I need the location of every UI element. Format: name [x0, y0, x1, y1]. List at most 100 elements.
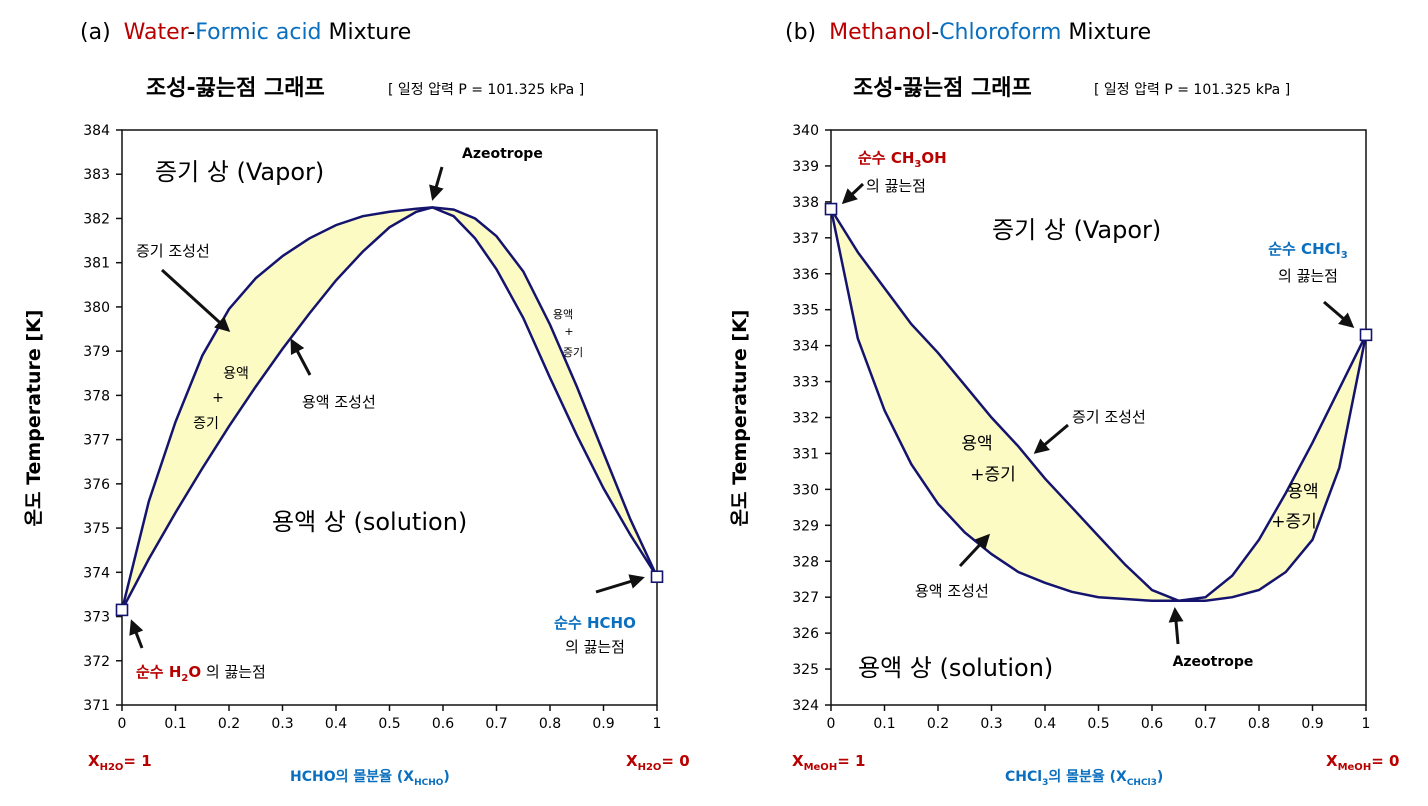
panel-a-heading-formic: Formic acid — [195, 20, 321, 45]
panel-b-liquid-region: 용액 상 (solution) — [858, 654, 1053, 682]
y-tick-label: 330 — [792, 482, 819, 498]
y-tick-label: 326 — [792, 626, 819, 642]
panel-b-liquid-line-arrow — [958, 533, 991, 568]
x-tick-label: 0.3 — [271, 716, 293, 732]
y-tick-label: 375 — [83, 521, 110, 537]
y-tick-label: 372 — [83, 654, 110, 670]
x-tick-label: 0.7 — [485, 716, 507, 732]
panel-a-heading-mixture: Mixture — [322, 20, 412, 45]
y-tick-label: 328 — [792, 554, 819, 570]
y-tick-label: 384 — [83, 123, 110, 139]
x-tick-label: 0 — [827, 716, 836, 732]
y-tick-label: 381 — [83, 256, 110, 272]
panel-b-two-phase-region — [831, 209, 1366, 601]
y-tick-label: 331 — [792, 446, 819, 462]
panel-a-liquid-line-arrow — [290, 338, 312, 376]
panel-a-pure-left-arrow — [129, 619, 144, 649]
y-tick-label: 329 — [792, 518, 819, 534]
panel-b-xlabel-main: CHCl — [1005, 769, 1042, 785]
panel-a-x-left-label: XH2O= 1 — [88, 752, 152, 773]
panel-b-pure-left-chem: 순수 CH3OH — [858, 149, 947, 170]
y-tick-label: 324 — [792, 698, 819, 714]
panel-b-mix-left-2: +증기 — [970, 465, 1016, 485]
pure-boiling-point-marker — [115, 603, 129, 617]
y-tick-label: 336 — [792, 267, 819, 283]
panel-a-liquid-line-label: 용액 조성선 — [302, 393, 376, 411]
panel-b-azeotrope-arrow — [1168, 607, 1184, 645]
panel-a-mix-left-1: 용액 — [223, 366, 249, 382]
panel-b-pure-right-chem-a: 순수 CHCl — [1268, 240, 1341, 258]
panel-b-liquid-line-label: 용액 조성선 — [915, 582, 989, 600]
panel-b-pure-right-arrow — [1323, 300, 1355, 328]
panel-b-endpoints — [824, 202, 1373, 342]
panel-b-vapor-line-label: 증기 조성선 — [1072, 408, 1146, 426]
panel-a-vapor-line — [120, 206, 659, 611]
panel-a-mix-right-1: 용액 — [553, 308, 573, 321]
panel-a-pure-left-text: 의 끓는점 — [201, 663, 266, 681]
y-tick-label: 332 — [792, 411, 819, 427]
x-tick-label: 0.4 — [1034, 716, 1056, 732]
pure-boiling-point-marker — [1359, 328, 1373, 342]
y-tick-label: 374 — [83, 565, 110, 581]
panel-a-vapor-line-arrow — [160, 268, 231, 333]
panel-b-x-left-sub: MeOH — [804, 762, 838, 773]
y-tick-label: 382 — [83, 211, 110, 227]
y-tick-label: 333 — [792, 375, 819, 391]
panel-a-pure-right-chem: 순수 HCHO — [554, 614, 636, 632]
x-tick-label: 0.3 — [980, 716, 1002, 732]
x-tick-label: 0.1 — [873, 716, 895, 732]
y-tick-label: 377 — [83, 433, 110, 449]
panel-b-x-left-value: = 1 — [837, 752, 865, 770]
panel-a-heading-dash: - — [187, 20, 195, 45]
panel-b-vapor-region: 증기 상 (Vapor) — [992, 216, 1161, 244]
panel-a-subtitle: [ 일정 압력 P = 101.325 kPa ] — [388, 82, 584, 98]
y-tick-label: 325 — [792, 662, 819, 678]
y-tick-label: 371 — [83, 698, 110, 714]
panel-b-pure-left-chem-a: 순수 CH — [858, 149, 914, 167]
panel-b-xlabel: CHCl3의 몰분율 (XCHCl3) — [1005, 768, 1163, 788]
panel-a-xlabel-main: HCHO의 몰분율 (X — [290, 768, 414, 785]
pure-boiling-point-marker — [824, 202, 838, 216]
x-tick-label: 1 — [1362, 716, 1371, 732]
panel-b-xlabel-sub: CHCl3 — [1127, 778, 1157, 788]
panel-a-ylabel: 온도 Temperature [K] — [23, 310, 45, 527]
x-tick-label: 0.2 — [218, 716, 240, 732]
panel-a-vapor-line-label: 증기 조성선 — [136, 242, 210, 260]
x-tick-label: 0 — [118, 716, 127, 732]
x-tick-label: 0.5 — [1087, 716, 1109, 732]
y-tick-label: 327 — [792, 590, 819, 606]
panel-a-pure-left-chem: 순수 H — [136, 663, 181, 681]
x-tick-label: 0.4 — [325, 716, 347, 732]
panel-a-mix-left-2: + — [212, 390, 224, 406]
panel-b-pure-left-arrow — [841, 182, 865, 205]
panel-a-pure-left-label: 순수 H2O 의 끓는점 — [136, 663, 266, 684]
pure-boiling-point-marker — [650, 570, 664, 584]
y-tick-label: 378 — [83, 388, 110, 404]
x-tick-label: 0.2 — [927, 716, 949, 732]
x-tick-label: 0.9 — [592, 716, 614, 732]
panel-a-axes: 0 0.1 0.2 0.3 0.4 0.5 0.6 0.7 0.8 0.9 1 371 372 373 37… — [83, 123, 661, 732]
x-tick-label: 0.8 — [539, 716, 561, 732]
panel-b-vapor-line — [829, 208, 1368, 603]
panel-a-x-left-value: = 1 — [123, 752, 151, 770]
panel-a-x-left-main: X — [88, 752, 100, 770]
panel-a-mix-left-3: 증기 — [193, 416, 219, 432]
panel-b-heading-mixture: Mixture — [1061, 20, 1151, 45]
panel-b-mix-left-1: 용액 — [961, 434, 992, 454]
panel-b-x-right-sub: MeOH — [1338, 762, 1372, 773]
y-tick-label: 376 — [83, 477, 110, 493]
panel-b-x-left-label: XMeOH= 1 — [792, 752, 865, 773]
panel-b-liquid-line — [829, 208, 1368, 603]
panel-a-x-left-sub: H2O — [100, 762, 124, 773]
x-tick-label: 0.9 — [1301, 716, 1323, 732]
panel-b-label: (b) — [785, 20, 816, 45]
panel-a-endpoints — [115, 570, 664, 617]
x-tick-label: 0.7 — [1194, 716, 1216, 732]
panel-a-liquid-region: 용액 상 (solution) — [272, 508, 467, 536]
x-tick-label: 0.5 — [378, 716, 400, 732]
y-tick-label: 338 — [792, 195, 819, 211]
panel-b-mix-right-2: +증기 — [1271, 512, 1317, 532]
panel-b-mix-right-1: 용액 — [1287, 482, 1318, 502]
panel-b-pure-right-chem: 순수 CHCl3 — [1268, 240, 1348, 261]
